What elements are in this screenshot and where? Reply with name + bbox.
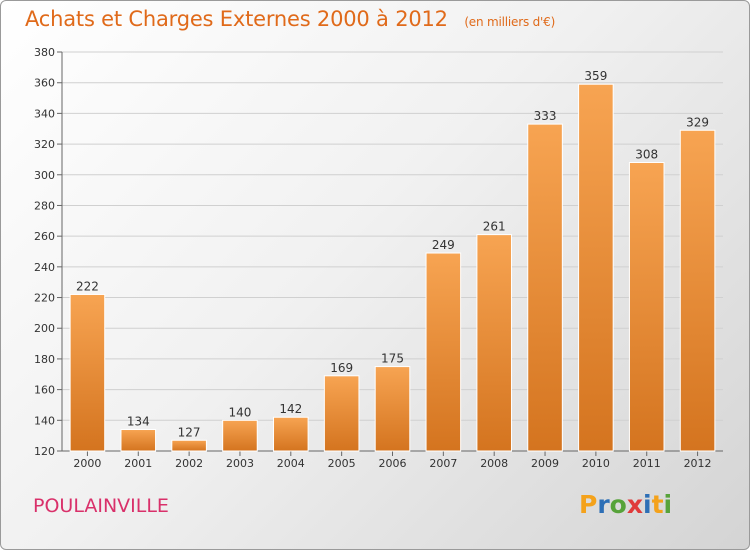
bar-2002: [171, 439, 207, 452]
y-tick-label: 160: [34, 384, 55, 397]
bar-2005: [323, 375, 360, 452]
bar-2003: [222, 419, 258, 452]
bar-2012: [679, 129, 716, 452]
y-tick-label: 380: [34, 46, 55, 59]
logo-letter: t: [651, 490, 664, 519]
proxiti-logo[interactable]: Proxiti: [579, 490, 672, 519]
data-label-2012: 329: [686, 115, 709, 129]
y-tick-label: 320: [34, 138, 55, 151]
bar-2004: [273, 416, 309, 452]
bars: [69, 83, 716, 452]
bar-2010: [578, 83, 614, 452]
y-tick-label: 260: [34, 230, 55, 243]
bar-2011: [628, 161, 665, 452]
x-tick-label-2010: 2010: [582, 457, 610, 470]
x-tick-label-2008: 2008: [480, 457, 508, 470]
bar-2006: [374, 366, 411, 452]
labels: 120 140 160 180 200 220 240 260 280 300 320 340 360 3…: [34, 46, 712, 470]
bar-2009: [527, 123, 563, 452]
data-label-2007: 249: [432, 238, 455, 252]
logo-letter: P: [579, 490, 598, 519]
bar-2001: [120, 429, 157, 452]
data-label-2001: 134: [127, 415, 150, 429]
y-tick-label: 240: [34, 261, 55, 274]
x-tick-label-2004: 2004: [277, 457, 305, 470]
bar-2007: [425, 252, 462, 452]
logo-letter: i: [663, 490, 673, 519]
chart-title: Achats et Charges Externes 2000 à 2012 (…: [25, 7, 555, 31]
y-tick-label: 280: [34, 199, 55, 212]
data-label-2002: 127: [178, 425, 201, 439]
y-tick-label: 200: [34, 322, 55, 335]
y-tick-label: 120: [34, 445, 55, 458]
bar-2000: [69, 293, 106, 452]
y-tick-label: 340: [34, 107, 55, 120]
logo-letter: i: [643, 490, 652, 519]
data-label-2000: 222: [76, 279, 99, 293]
y-tick-label: 140: [34, 414, 55, 427]
logo-letter: r: [597, 490, 610, 519]
data-label-2005: 169: [330, 361, 353, 375]
y-tick-label: 180: [34, 353, 55, 366]
logo-letter: x: [626, 490, 643, 519]
logo-letter: o: [609, 490, 627, 519]
y-tick-label: 220: [34, 292, 55, 305]
x-tick-label-2002: 2002: [175, 457, 203, 470]
y-tick-label: 360: [34, 77, 55, 90]
data-label-2011: 308: [635, 147, 658, 161]
data-label-2004: 142: [279, 402, 302, 416]
x-tick-label-2005: 2005: [328, 457, 356, 470]
bar-2008: [476, 234, 512, 452]
x-tick-label-2007: 2007: [429, 457, 457, 470]
x-tick-label-2003: 2003: [226, 457, 254, 470]
data-label-2009: 333: [534, 109, 557, 123]
x-tick-label-2011: 2011: [633, 457, 661, 470]
data-label-2008: 261: [483, 220, 506, 234]
x-tick-label-2009: 2009: [531, 457, 559, 470]
x-tick-label-2006: 2006: [379, 457, 407, 470]
x-tick-label-2012: 2012: [684, 457, 712, 470]
data-label-2010: 359: [584, 69, 607, 83]
chart-subtitle: (en milliers d'€): [464, 15, 556, 29]
y-tick-label: 300: [34, 169, 55, 182]
data-label-2006: 175: [381, 352, 404, 366]
data-label-2003: 140: [229, 405, 252, 419]
x-tick-label-2000: 2000: [73, 457, 101, 470]
chart-title-text: Achats et Charges Externes 2000 à 2012: [25, 7, 448, 31]
x-tick-label-2001: 2001: [124, 457, 152, 470]
commune-name: POULAINVILLE: [33, 495, 169, 517]
